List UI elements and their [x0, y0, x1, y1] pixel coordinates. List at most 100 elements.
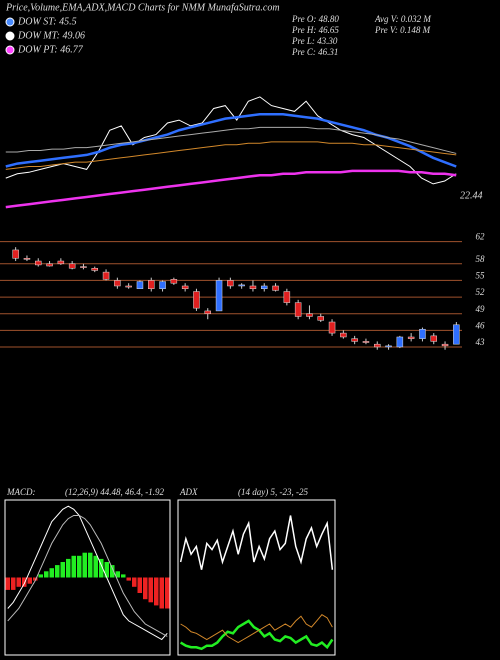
y-tick-label: 58 [476, 254, 486, 264]
candle-body [283, 291, 291, 303]
candle-body [396, 336, 404, 348]
candle-body [340, 332, 347, 338]
panel-label: ADX [179, 487, 198, 497]
candle-body [91, 267, 98, 271]
candle-body [351, 338, 358, 342]
histogram-bar [82, 552, 87, 578]
series-line [5, 141, 457, 170]
candle-body [193, 291, 200, 309]
series-line [7, 515, 168, 637]
candle-body [441, 343, 449, 347]
histogram-bar [148, 577, 153, 603]
candle-body [125, 285, 132, 288]
histogram-bar [110, 565, 115, 578]
legend-label: DOW ST: 45.5 [17, 16, 77, 27]
histogram-bar [11, 577, 16, 590]
candle-body [159, 281, 166, 290]
histogram-bar [71, 555, 76, 578]
annotation: 22.44 [460, 190, 483, 201]
candle-body [35, 260, 42, 266]
histogram-bar [99, 558, 104, 578]
candle-body [453, 324, 460, 345]
y-tick-label: 46 [476, 320, 486, 330]
y-tick-label: 55 [476, 270, 486, 280]
stat: Pre H: 46.65 [291, 25, 339, 35]
candle-body [249, 285, 257, 290]
histogram-bar [5, 577, 10, 590]
histogram-bar [121, 574, 126, 578]
legend-label: DOW PT: 46.77 [17, 44, 84, 55]
series-line [5, 96, 457, 185]
histogram-bar [33, 577, 38, 581]
stat: Avg V: 0.032 M [374, 14, 431, 24]
histogram-bar [27, 577, 32, 584]
histogram-bar [126, 577, 131, 581]
candle-body [80, 266, 87, 268]
histogram-bar [60, 562, 65, 578]
histogram-bar [132, 577, 137, 587]
candle-body [12, 249, 19, 259]
candle-body [374, 343, 381, 348]
series-line [5, 169, 457, 209]
histogram-bar [143, 577, 148, 600]
candle-body [385, 345, 392, 348]
candle-body [272, 285, 279, 291]
legend-swatch [5, 31, 15, 41]
series-line [179, 619, 334, 651]
histogram-bar [165, 577, 170, 609]
candle-body [430, 335, 437, 342]
panel-params: (14 day) 5, -23, -25 [238, 487, 308, 497]
title: Price,Volume,EMA,ADX,MACD Charts for NMM… [5, 2, 280, 13]
histogram-bar [44, 571, 49, 578]
stat: Pre L: 43.30 [291, 36, 338, 46]
stat: Pre V: 0.148 M [374, 25, 431, 35]
candle-body [238, 284, 245, 287]
legend-swatch [5, 45, 15, 55]
candle-body [294, 302, 302, 317]
histogram-bar [88, 552, 93, 578]
candle-body [261, 285, 268, 290]
candle-body [57, 260, 65, 265]
candle-body [68, 263, 76, 269]
y-tick-label: 43 [476, 337, 486, 347]
histogram-bar [16, 577, 21, 587]
histogram-bar [49, 568, 54, 578]
panel-params: (12,26,9) 44.48, 46.4, -1.92 [65, 487, 164, 497]
y-tick-label: 49 [476, 304, 486, 314]
histogram-bar [154, 577, 159, 606]
legend-swatch [5, 17, 15, 27]
candle-body [170, 279, 178, 284]
candle-body [181, 285, 189, 290]
histogram-bar [159, 577, 164, 609]
histogram-bar [66, 558, 71, 578]
histogram-bar [115, 571, 120, 578]
histogram-bar [22, 577, 27, 587]
candle-body [23, 258, 31, 260]
candle-body [46, 263, 53, 267]
candle-body [215, 280, 223, 312]
legend-label: DOW MT: 49.06 [17, 30, 85, 41]
series-line [5, 126, 457, 154]
series-line [5, 113, 457, 168]
series-line [180, 614, 333, 644]
y-tick-label: 52 [476, 287, 486, 297]
panel-label: MACD: [6, 487, 36, 497]
histogram-bar [104, 562, 109, 578]
histogram-bar [55, 565, 60, 578]
candle-body [204, 310, 211, 314]
candle-body [114, 280, 121, 287]
series-line [7, 505, 168, 641]
stat: Pre O: 48.80 [291, 14, 339, 24]
series-line [179, 515, 334, 570]
candle-body [362, 341, 370, 343]
histogram-bar [137, 577, 142, 593]
candle-body [227, 280, 234, 287]
stat: Pre C: 46.31 [291, 47, 338, 57]
candle-body [136, 281, 144, 290]
candle-body [148, 280, 155, 290]
y-tick-label: 62 [476, 232, 486, 242]
candle-body [317, 316, 324, 321]
candle-body [419, 328, 426, 339]
candle-body [102, 271, 110, 280]
